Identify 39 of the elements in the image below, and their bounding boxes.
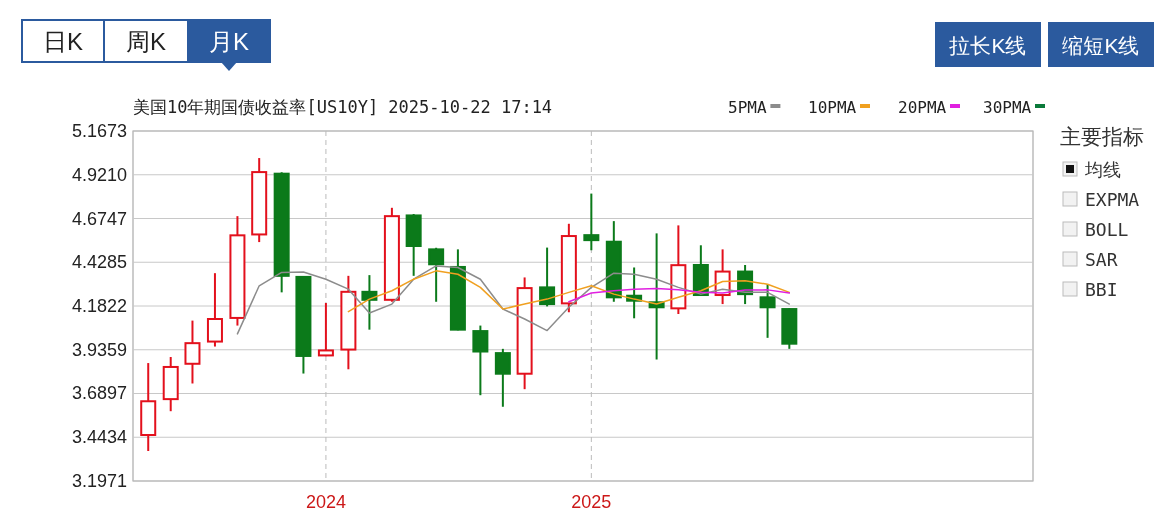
- text: 缩短K线: [1062, 34, 1140, 57]
- candlestick: [428, 246, 445, 303]
- y-tick-label: 4.4285: [71, 252, 127, 273]
- text: EXPMA: [1085, 189, 1140, 210]
- x-tick-label: 2024: [305, 492, 346, 512]
- candlestick: [494, 347, 511, 408]
- y-tick-label: 4.1822: [71, 296, 127, 316]
- legend-label: 5PMA: [728, 98, 767, 117]
- candlestick: [583, 192, 600, 252]
- y-tick-label: 3.6897: [71, 383, 127, 404]
- legend-label: 10PMA: [808, 98, 857, 117]
- text: SAR: [1085, 249, 1118, 270]
- candlestick: [361, 274, 378, 331]
- line-series: [347, 270, 791, 313]
- line-series: [568, 287, 791, 303]
- text: BBI: [1085, 279, 1118, 300]
- candlestick: [206, 272, 223, 348]
- candlestick: [759, 283, 776, 339]
- chart-title: 美国10年期国债收益率[US10Y] 2025-10-22 17:14: [133, 97, 553, 117]
- y-tick-label: 4.6747: [71, 208, 127, 229]
- text: 日K: [42, 28, 84, 55]
- text: 周K: [125, 28, 167, 55]
- x-tick-label: 2025: [571, 492, 612, 512]
- candlestick: [184, 319, 201, 385]
- legend-label: 30PMA: [983, 98, 1032, 117]
- candlestick: [472, 324, 489, 397]
- candlestick: [317, 302, 334, 358]
- legend-label: 20PMA: [898, 98, 947, 117]
- y-tick-label: 3.1971: [71, 471, 127, 491]
- text: 月K: [208, 28, 250, 55]
- candlestick: [539, 246, 556, 308]
- text: 拉长K线: [949, 34, 1027, 57]
- text: 主要指标: [1060, 125, 1144, 148]
- y-tick-label: 4.9210: [71, 164, 127, 185]
- y-tick-label: 3.9359: [71, 339, 127, 360]
- text: 均线: [1084, 159, 1121, 180]
- y-tick-label: 3.4434: [71, 427, 127, 448]
- y-tick-label: 5.1673: [71, 121, 127, 141]
- text: BOLL: [1085, 219, 1129, 240]
